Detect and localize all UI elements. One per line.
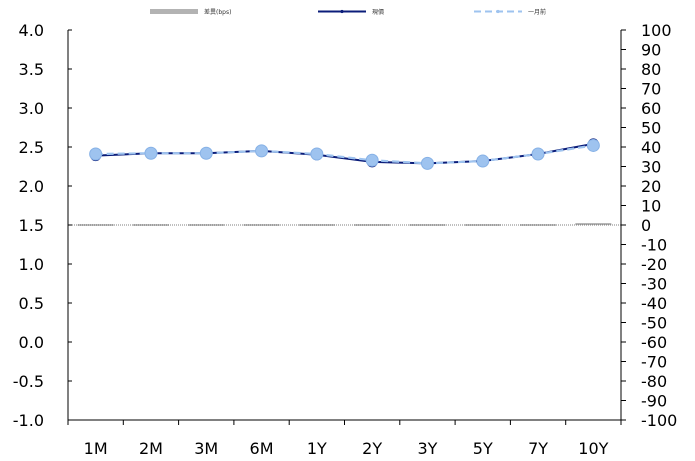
x-tick-label: 5Y <box>473 439 493 458</box>
diff-bar <box>77 224 114 226</box>
right-tick-label: -60 <box>641 333 667 352</box>
right-tick-label: 30 <box>641 158 661 177</box>
current-line <box>95 142 594 165</box>
legend-label: 差異(bps) <box>204 8 231 16</box>
x-tick-label: 10Y <box>578 439 608 458</box>
prior-month-point <box>476 154 490 168</box>
right-tick-label: 40 <box>641 138 661 157</box>
diff-bar <box>243 224 280 226</box>
right-tick-label: 50 <box>641 119 661 138</box>
prior-month-point <box>531 147 545 161</box>
right-tick-label: -50 <box>641 314 667 333</box>
prior-month-point <box>144 146 158 160</box>
left-tick-label: 2.5 <box>19 138 44 157</box>
right-tick-label: -20 <box>641 255 667 274</box>
left-tick-label: 0.5 <box>19 294 44 313</box>
right-tick-label: 60 <box>641 99 661 118</box>
x-tick-label: 6M <box>250 439 274 458</box>
legend-label: 現價 <box>372 8 384 16</box>
legend: 差異(bps) 現價 一月前 <box>150 8 546 16</box>
left-tick-label: 1.5 <box>19 216 44 235</box>
left-tick-label: -1.0 <box>13 411 44 430</box>
x-tick-label: 1Y <box>307 439 327 458</box>
legend-swatch-marker <box>496 9 500 14</box>
right-tick-label: -70 <box>641 353 667 372</box>
left-axis-ticks: -1.0 -0.5 0.0 0.5 1.0 1.5 2.0 2.5 3.0 3.5 4.0 <box>13 21 72 430</box>
right-tick-label: -80 <box>641 372 667 391</box>
left-tick-label: 3.5 <box>19 60 44 79</box>
prior-month-line <box>95 144 594 165</box>
legend-swatch-marker <box>340 9 344 14</box>
right-tick-label: 100 <box>641 21 672 40</box>
left-tick-label: -0.5 <box>13 372 44 391</box>
right-tick-label: -90 <box>641 392 667 411</box>
x-tick-label: 7Y <box>528 439 548 458</box>
right-tick-label: 70 <box>641 80 661 99</box>
prior-month-point <box>199 146 213 160</box>
right-tick-label: -10 <box>641 236 667 255</box>
legend-label: 一月前 <box>528 8 546 16</box>
prior-month-point <box>365 153 379 167</box>
right-tick-label: 80 <box>641 60 661 79</box>
x-tick-label: 3Y <box>417 439 437 458</box>
prior-month-point <box>586 138 600 152</box>
left-tick-label: 3.0 <box>19 99 44 118</box>
left-tick-label: 0.0 <box>19 333 44 352</box>
prior-month-point <box>255 144 269 158</box>
left-tick-label: 1.0 <box>19 255 44 274</box>
diff-bar <box>575 223 612 225</box>
right-tick-label: -40 <box>641 294 667 313</box>
x-axis-ticks: 1M 2M 3M 6M 1Y 2Y 3Y 5Y 7Y 10Y <box>67 420 622 458</box>
x-tick-label: 1M <box>84 439 108 458</box>
series-lines <box>89 138 600 170</box>
prior-month-point <box>420 156 434 170</box>
right-tick-label: 0 <box>641 216 651 235</box>
right-axis-ticks: -100-90-80-70-60-50-40-30-20-10010203040… <box>621 21 677 430</box>
right-tick-label: 10 <box>641 197 661 216</box>
right-tick-label: 90 <box>641 41 661 60</box>
right-tick-label: -100 <box>641 411 677 430</box>
left-tick-label: 4.0 <box>19 21 44 40</box>
right-tick-label: 20 <box>641 177 661 196</box>
x-tick-label: 2M <box>139 439 163 458</box>
right-tick-label: -30 <box>641 275 667 294</box>
legend-swatch-bar <box>150 9 198 14</box>
diff-bar <box>409 224 446 226</box>
x-tick-label: 3M <box>194 439 218 458</box>
left-tick-label: 2.0 <box>19 177 44 196</box>
prior-month-point <box>310 147 324 161</box>
x-tick-label: 2Y <box>362 439 382 458</box>
prior-month-point <box>89 147 103 161</box>
